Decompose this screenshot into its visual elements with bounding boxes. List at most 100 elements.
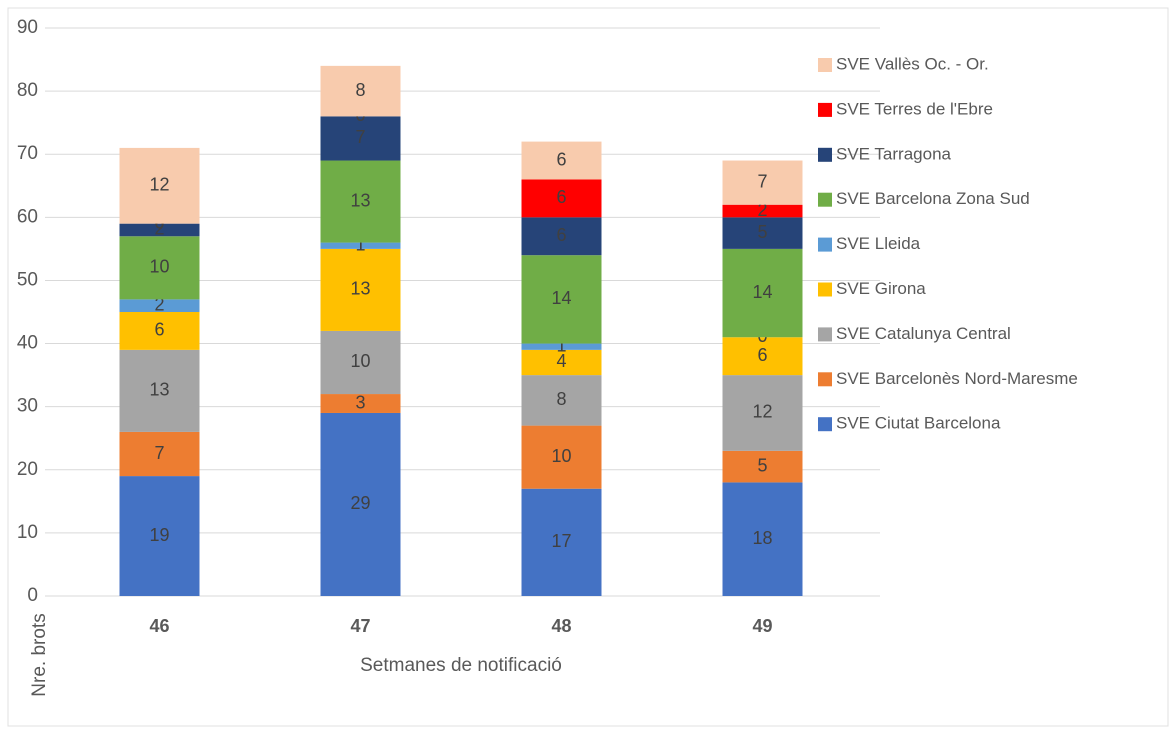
data-label: 7 [154,443,164,463]
y-tick-label: 70 [17,143,38,164]
bar-segment [320,330,401,395]
legend-swatch [818,147,832,162]
bar-segment [722,375,803,451]
data-label: 5 [757,455,767,475]
bar-segment [722,482,803,596]
y-tick-label: 0 [27,585,38,606]
bar-segment [722,450,803,483]
y-tick-label: 60 [17,206,38,227]
y-tick-label: 90 [17,17,38,38]
legend-label: SVE Terres de l'Ebre [836,99,993,118]
data-label: 12 [752,402,772,422]
x-axis-title: Setmanes de notificació [360,655,562,676]
bar-segment [119,236,200,300]
legend-label: SVE Vallès Oc. - Or. [836,54,989,73]
bar-segment [119,312,200,350]
data-label: 1 [355,234,365,254]
bar-segment [320,116,401,161]
bar-segment [722,204,803,218]
legend-label: SVE Tarragona [836,144,952,163]
data-label: 6 [757,345,767,365]
data-label: 7 [355,127,365,147]
data-label: 29 [350,493,370,513]
legend-label: SVE Catalunya Central [836,324,1011,343]
legend-label: SVE Girona [836,279,926,298]
y-tick-label: 30 [17,396,38,417]
bar-segment [119,223,200,237]
data-label: 13 [350,279,370,299]
data-label: 6 [556,149,566,169]
bar-segment [119,147,200,224]
data-label: 7 [757,171,767,191]
bar-segment [722,217,803,249]
legend-label: SVE Lleida [836,234,921,253]
data-label: 2 [154,219,164,239]
bar-segment [722,337,803,376]
legend-label: SVE Barcelona Zona Sud [836,189,1030,208]
bar-segment [521,179,602,218]
data-label: 6 [154,320,164,340]
legend-label: SVE Ciutat Barcelona [836,414,1001,433]
bar-segment [119,349,200,432]
bar-segment [521,425,602,489]
y-tick-label: 10 [17,522,38,543]
bar-segment [521,343,602,350]
data-label: 8 [355,80,365,100]
y-axis-title: Nre. brots [29,613,50,696]
bar-segment [320,394,401,413]
bar-segment [722,160,803,205]
data-label: 12 [149,175,169,195]
data-label: 14 [752,282,772,302]
legend-swatch [818,372,832,387]
data-label: 10 [350,351,370,371]
bar-segment [521,349,602,376]
data-label: 18 [752,528,772,548]
y-tick-label: 20 [17,459,38,480]
bar-segment [521,217,602,256]
legend-swatch [818,58,832,72]
bar-segment [119,476,200,596]
bar-segment [119,299,200,312]
y-tick-label: 50 [17,269,38,290]
x-tick-label: 48 [551,616,571,636]
data-label: 10 [551,446,571,466]
bar-segment [521,488,602,596]
legend-swatch [818,417,832,432]
y-tick-label: 40 [17,333,38,354]
data-label: 6 [556,187,566,207]
data-label: 4 [556,351,566,371]
bar-segment [521,141,602,180]
x-tick-label: 47 [350,616,370,636]
data-label: 5 [757,222,767,242]
y-tick-label: 80 [17,80,38,101]
data-label: 3 [355,392,365,412]
data-label: 17 [551,531,571,551]
bar-segment [320,65,401,117]
bar-segment [320,242,401,249]
data-label: 13 [149,380,169,400]
data-label: 1 [556,335,566,355]
data-label: 2 [154,294,164,314]
data-label: 10 [149,257,169,277]
legend-swatch [818,237,832,252]
bar-segment [320,412,401,596]
legend-swatch [818,282,832,297]
data-label: 6 [556,225,566,245]
chart-border [7,7,1169,727]
legend-label: SVE Barcelonès Nord-Maresme [836,369,1078,388]
legend-swatch [818,192,832,207]
data-label: 19 [149,525,169,545]
bar-segment [521,255,602,344]
x-tick-label: 49 [752,616,772,636]
bar-segment [722,248,803,338]
data-label: 2 [757,200,767,220]
x-tick-label: 46 [149,616,169,636]
legend-swatch [818,102,832,117]
bar-segment [521,375,602,426]
bar-segment [119,431,200,477]
data-label: 14 [551,288,571,308]
data-label: 13 [350,190,370,210]
bar-segment [320,160,401,243]
data-label: 8 [556,389,566,409]
